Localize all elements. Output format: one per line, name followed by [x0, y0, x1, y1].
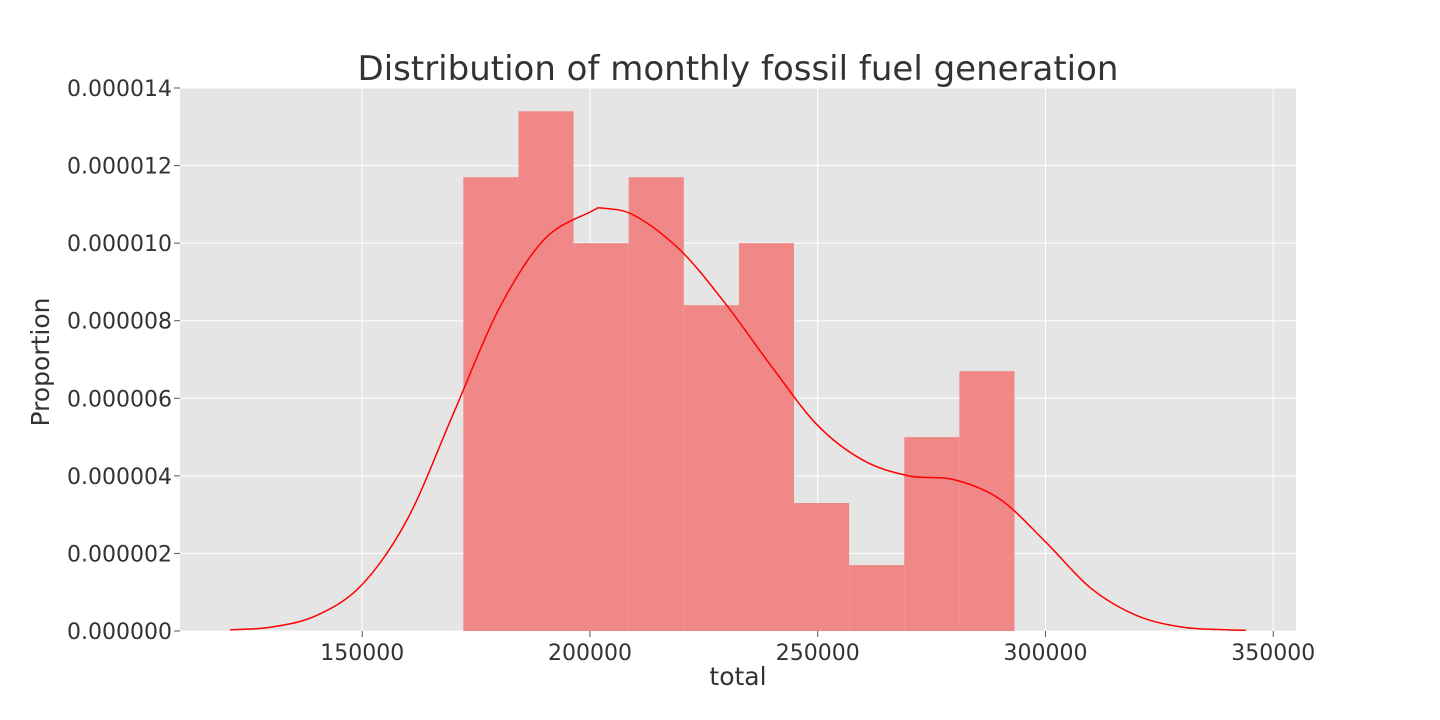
histogram-bars: [463, 111, 1015, 632]
y-tick-label: 0.000012: [67, 155, 172, 180]
histogram-bar: [463, 177, 519, 631]
y-tick-label: 0.000002: [67, 542, 172, 567]
x-tick-label: 250000: [776, 641, 860, 666]
histogram-bar: [738, 243, 795, 631]
y-axis-label: Proportion: [26, 298, 55, 427]
x-axis-label: total: [709, 662, 766, 691]
y-tick-label: 0.000000: [67, 620, 172, 645]
histogram-bar: [849, 565, 905, 631]
histogram-bar: [794, 503, 850, 631]
x-tick-label: 350000: [1231, 641, 1315, 666]
x-tick-label: 300000: [1003, 641, 1087, 666]
kde-curve: [230, 207, 1246, 631]
y-tick-label: 0.000010: [67, 232, 172, 257]
histogram-bar: [573, 243, 629, 631]
chart-title: Distribution of monthly fossil fuel gene…: [358, 49, 1119, 89]
y-tick-label: 0.000008: [67, 310, 172, 335]
histogram-bar: [518, 111, 574, 632]
y-tick-label: 0.000006: [67, 387, 172, 412]
histogram-bar: [904, 437, 960, 631]
x-tick-label: 150000: [320, 641, 404, 666]
x-tick-label: 200000: [548, 641, 632, 666]
y-tick-label: 0.000014: [67, 77, 172, 102]
y-tick-label: 0.000004: [67, 465, 172, 490]
axes: 150000 200000 250000 300000 350000 0.000000 0.…: [67, 77, 1315, 666]
histogram-bar: [959, 371, 1015, 631]
histogram-bar: [628, 177, 684, 631]
histogram-bar: [683, 305, 739, 631]
